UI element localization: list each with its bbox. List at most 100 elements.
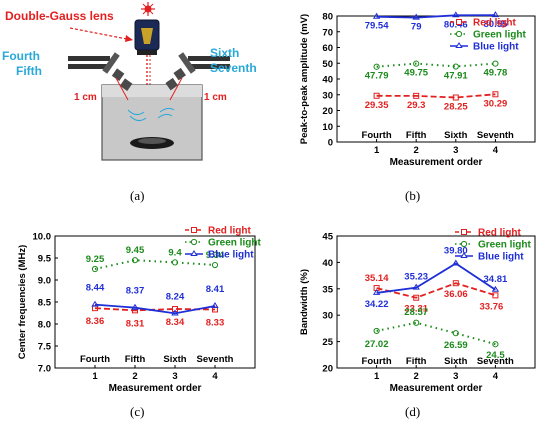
x-tick-label: 1 — [374, 371, 380, 382]
data-label-blue: 79.54 — [365, 21, 389, 32]
marker-green — [413, 319, 420, 326]
label-fifth: Fifth — [16, 64, 42, 78]
legend-label-red: Red light — [478, 228, 521, 239]
category-label: Seventh — [197, 354, 234, 365]
marker-red — [373, 92, 380, 99]
y-tick-label: 8.0 — [38, 320, 51, 331]
marker-blue — [211, 302, 219, 308]
legend-marker — [460, 240, 468, 248]
caption-c: (c) — [130, 404, 145, 419]
y-tick-label: 7.5 — [38, 342, 52, 353]
x-tick-label: 3 — [453, 145, 458, 156]
category-label: Fourth — [362, 130, 392, 141]
y-tick-label: 40 — [322, 75, 333, 86]
chart-b-svg: 0 10 20 30 40 50 60 70 80 1 2 3 4 Fourth Fifth Sixth Sev… — [299, 11, 536, 168]
x-tick-label: 4 — [493, 371, 499, 382]
y-tick-label: 7.0 — [38, 364, 51, 375]
y-tick-label: 8.5 — [38, 298, 52, 309]
panel-a-schematic: Double-Gauss lens — [0, 0, 275, 175]
marker-red — [492, 292, 499, 299]
lens-pointer-arrow — [69, 27, 133, 41]
legend-marker — [456, 19, 462, 25]
legend-label-red: Red light — [208, 226, 251, 237]
marker-green — [413, 60, 420, 67]
data-label-red: 36.06 — [444, 289, 468, 300]
data-label-red: 8.33 — [206, 317, 225, 328]
y-tick-label: 45 — [322, 232, 333, 243]
legend-label-green: Green light — [208, 238, 261, 249]
data-label-blue: 35.23 — [404, 272, 428, 283]
left-transducer-arms — [68, 52, 133, 101]
data-label-red: 8.36 — [86, 316, 105, 327]
data-label-blue: 34.81 — [484, 274, 508, 285]
y-tick-label: 80 — [322, 12, 333, 23]
marker-green — [452, 330, 459, 337]
chart-d-svg: 20 25 30 35 40 45 1 2 3 4 Fourth Fifth Sixth Seventh M… — [299, 228, 536, 394]
legend-marker — [455, 30, 463, 38]
marker-green — [91, 265, 99, 273]
lens-label: Double-Gauss lens — [5, 9, 114, 23]
lens-body — [134, 19, 160, 55]
x-axis-label: Measurement order — [390, 383, 483, 394]
y-tick-label: 0 — [328, 138, 333, 149]
data-label-blue: 79 — [411, 22, 422, 33]
x-tick-label: 1 — [374, 145, 380, 156]
data-label-blue: 8.44 — [86, 283, 105, 294]
series-line-blue — [94, 303, 216, 315]
data-label-blue: 80.55 — [484, 19, 508, 30]
ultrasound-waves — [127, 107, 175, 122]
category-label: Fifth — [406, 130, 427, 141]
y-tick-label: 9.0 — [38, 276, 51, 287]
category-label: Sixth — [444, 356, 467, 367]
marker-red — [452, 280, 459, 287]
schematic-diagram: Double-Gauss lens — [2, 2, 257, 161]
category-label: Fifth — [406, 356, 427, 367]
data-label-red: 8.31 — [126, 318, 145, 329]
data-label-green: 26.59 — [444, 340, 468, 351]
x-tick-label: 4 — [212, 371, 218, 382]
data-label-blue: 8.41 — [206, 284, 225, 295]
category-label: Fifth — [125, 354, 146, 365]
y-tick-label: 20 — [322, 106, 333, 117]
series-line-green — [376, 321, 496, 346]
caption-a: (a) — [130, 188, 145, 203]
marker-green — [373, 63, 380, 70]
data-label-red: 8.34 — [166, 317, 185, 328]
x-tick-label: 3 — [453, 371, 458, 382]
marker-blue — [491, 11, 500, 18]
data-label-green: 49.78 — [484, 68, 508, 79]
laser-star-icon — [141, 2, 155, 16]
data-label-blue: 80.46 — [444, 19, 468, 30]
x-axis-label: Measurement order — [109, 383, 202, 394]
y-tick-label: 60 — [322, 43, 333, 54]
series-line-blue — [376, 14, 496, 19]
y-tick-label: 25 — [322, 337, 333, 348]
legend-label-blue: Blue light — [473, 42, 519, 53]
x-tick-label: 2 — [132, 371, 137, 382]
plot-frame — [336, 235, 536, 369]
marker-blue — [452, 259, 460, 266]
y-tick-label: 30 — [322, 90, 333, 101]
category-label: Fourth — [362, 356, 392, 367]
data-label-blue: 34.22 — [365, 299, 389, 310]
y-tick-label: 70 — [322, 27, 333, 38]
x-axis-label: Measurement order — [390, 157, 483, 168]
legend-label-blue: Blue light — [478, 252, 524, 263]
legend-marker — [190, 250, 198, 256]
x-tick-label: 4 — [493, 145, 499, 156]
series-line-green — [376, 62, 496, 68]
water-tank — [101, 84, 203, 161]
data-label-red: 29.3 — [407, 100, 426, 111]
marker-red — [413, 294, 420, 301]
data-label-red: 35.14 — [365, 273, 389, 284]
y-tick-label: 35 — [322, 284, 333, 295]
x-tick-label: 1 — [92, 371, 98, 382]
caption-b: (b) — [405, 188, 421, 203]
marker-green — [211, 261, 219, 269]
data-label-blue: 8.37 — [126, 286, 145, 297]
legend-label-red: Red light — [473, 18, 516, 29]
y-tick-label: 20 — [322, 364, 333, 375]
panel-b-chart: 0 10 20 30 40 50 60 70 80 1 2 3 4 Fourth Fifth Sixth Sev… — [275, 0, 550, 185]
marker-blue — [412, 283, 420, 290]
distance-right: 1 cm — [204, 92, 227, 103]
